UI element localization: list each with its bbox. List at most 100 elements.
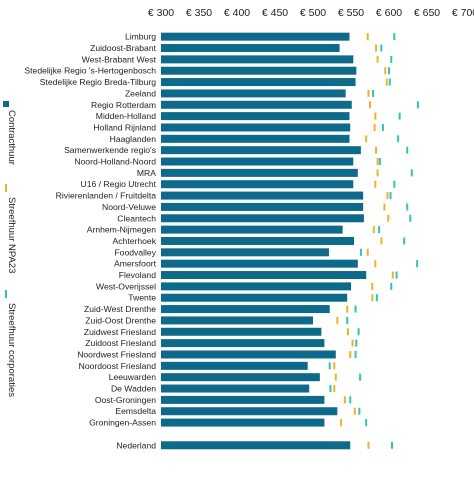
streefhuur-npa23-tick [385,78,388,86]
chart-bars [161,32,419,450]
x-axis-ticks: € 300 € 350 € 400 € 450 € 500 € 550 € 600 € 650… [148,7,474,19]
legend-swatch [5,290,7,298]
legend-label: Streefhuur NPA23 [6,197,17,273]
x-tick-label: € 500 [300,7,326,19]
streefhuur-npa23-tick [367,89,370,97]
contracthuur-bar [161,339,325,348]
category-label: U16 / Regio Utrecht [81,179,157,189]
streefhuur-corporaties-tick [381,123,384,131]
streefhuur-corporaties-tick [416,101,419,109]
streefhuur-npa23-tick [340,419,343,427]
category-label: Zuid-West Drenthe [84,304,156,314]
contracthuur-bar [161,384,310,393]
category-label: Zuidoost Friesland [85,338,156,348]
category-label: MRA [137,168,156,178]
category-label: Amersfoort [114,259,157,269]
contracthuur-bar [161,271,367,280]
streefhuur-npa23-tick [369,101,371,109]
streefhuur-npa23-tick [374,112,377,120]
contracthuur-bar [161,168,358,177]
streefhuur-corporaties-tick [406,146,409,154]
category-label: Midden-Holland [96,111,156,121]
contracthuur-bar [161,146,361,155]
x-tick-label: € 400 [224,7,250,19]
streefhuur-corporaties-tick [390,282,393,290]
streefhuur-corporaties-tick [391,441,394,449]
streefhuur-npa23-tick [380,237,383,245]
streefhuur-npa23-tick [372,226,375,234]
streefhuur-npa23-tick [343,396,346,404]
contracthuur-bar [161,407,338,416]
streefhuur-npa23-tick [387,214,390,222]
category-label: Zeeland [125,88,156,98]
x-tick-label: € 700 [452,7,474,19]
streefhuur-corporaties-tick [406,203,409,211]
contracthuur-bar [161,305,330,314]
streefhuur-corporaties-tick [397,135,400,143]
streefhuur-corporaties-tick [357,328,360,336]
category-label: Twente [128,293,156,303]
streefhuur-npa23-tick [391,271,394,279]
streefhuur-npa23-tick [375,146,378,154]
streefhuur-corporaties-tick [409,214,412,222]
contracthuur-bar [161,395,325,404]
category-label: Leeuwarden [109,372,157,382]
category-label: Arnhem-Nijmegen [87,225,156,235]
contracthuur-bar [161,214,364,223]
streefhuur-corporaties-tick [393,180,396,188]
streefhuur-corporaties-tick [393,33,396,41]
category-label: Achterhoek [113,236,157,246]
streefhuur-corporaties-tick [380,44,383,52]
contracthuur-bar [161,418,325,427]
streefhuur-corporaties-tick [349,396,352,404]
streefhuur-npa23-tick [353,407,356,415]
contracthuur-bar [161,259,358,268]
category-label: Foodvalley [114,247,156,257]
streefhuur-corporaties-tick [410,169,413,177]
category-label: Stedelijke Regio 's-Hertogenbosch [24,66,156,76]
contracthuur-bar [161,350,336,359]
contracthuur-bar [161,66,357,75]
streefhuur-npa23-tick [383,203,386,211]
streefhuur-corporaties-tick [328,362,331,370]
contracthuur-bar [161,44,340,53]
streefhuur-npa23-tick [367,441,370,449]
streefhuur-npa23-tick [374,180,377,188]
streefhuur-corporaties-tick [378,158,381,166]
contracthuur-bar [161,123,351,132]
category-label: Zuidwest Friesland [84,327,156,337]
streefhuur-corporaties-tick [416,260,419,268]
category-label: Limburg [125,32,156,42]
category-label: Nederland [116,440,156,450]
streefhuur-npa23-tick [346,328,349,336]
streefhuur-corporaties-tick [389,192,392,200]
contracthuur-bar [161,441,351,450]
streefhuur-npa23-tick [375,44,378,52]
streefhuur-npa23-tick [349,350,352,358]
contracthuur-bar [161,248,329,257]
category-label: Regio Rotterdam [91,100,156,110]
streefhuur-corporaties-tick [398,112,401,120]
streefhuur-npa23-tick [384,67,387,75]
category-label: De Wadden [111,384,156,394]
category-label: Zuid-Oost Drenthe [85,315,156,325]
streefhuur-npa23-tick [371,294,374,302]
category-label: Noord-Veluwe [102,202,156,212]
streefhuur-corporaties-tick [365,419,368,427]
category-label: Flevoland [119,270,156,280]
contracthuur-bar [161,191,364,200]
category-label: Eemsdelta [115,406,156,416]
streefhuur-npa23-tick [346,305,349,313]
legend-swatch [3,101,9,107]
category-label: Groningen-Assen [89,418,156,428]
x-tick-label: € 650 [414,7,440,19]
streefhuur-npa23-tick [336,316,339,324]
streefhuur-npa23-tick [386,192,389,200]
streefhuur-corporaties-tick [388,67,390,75]
streefhuur-corporaties-tick [395,271,398,279]
legend-label: Contracthuur [6,110,17,165]
category-label: Rivierenlanden / Fruitdelta [56,191,157,201]
category-label: West-Brabant West [82,54,157,64]
